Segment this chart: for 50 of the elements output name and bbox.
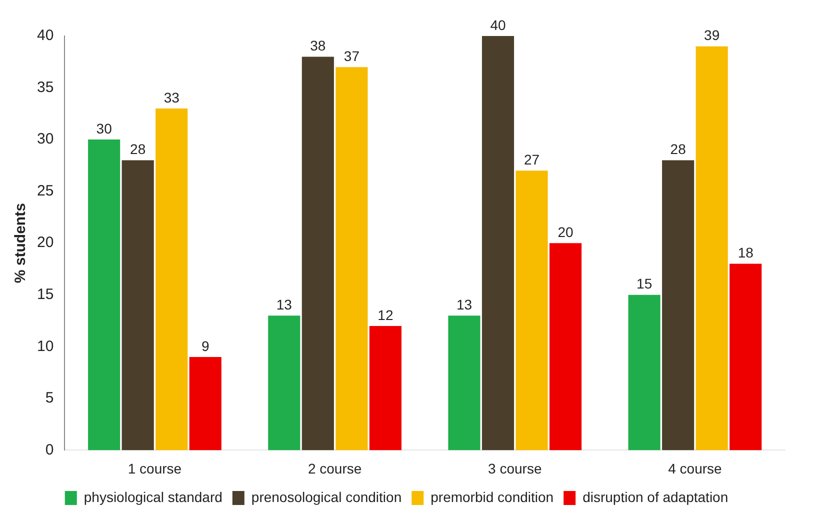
data-label: 13 (456, 296, 472, 312)
bar (302, 56, 334, 450)
y-tick-label: 10 (36, 338, 54, 355)
data-label: 27 (524, 151, 540, 168)
bar (448, 316, 480, 450)
legend-label: physiological standard (84, 488, 222, 505)
x-tick-label: 2 course (308, 460, 362, 476)
data-label: 30 (96, 120, 112, 136)
data-label: 13 (276, 296, 292, 312)
data-label: 20 (558, 224, 574, 240)
data-label: 9 (201, 338, 210, 354)
y-tick-label: 20 (36, 234, 54, 252)
y-tick-label: 0 (45, 441, 54, 458)
x-tick-label: 3 course (488, 460, 542, 476)
legend-label: prenosological condition (251, 488, 402, 505)
legend-label: premorbid condition (430, 488, 554, 505)
y-tick-label: 30 (36, 130, 54, 148)
y-tick-label: 5 (45, 390, 54, 407)
bar (482, 36, 514, 450)
x-tick-label: 4 course (668, 460, 722, 476)
bar (156, 108, 188, 450)
bar (336, 67, 368, 450)
bar (730, 264, 762, 450)
y-tick-label: 40 (36, 27, 54, 44)
legend-label: disruption of adaptation (582, 488, 728, 505)
y-tick-label: 25 (36, 182, 54, 200)
data-label: 28 (670, 141, 686, 158)
data-label: 15 (636, 276, 652, 292)
bar (122, 160, 154, 450)
bar (189, 357, 222, 450)
bar (628, 294, 660, 450)
data-label: 39 (704, 27, 720, 44)
y-tick-label: 15 (36, 286, 54, 304)
y-axis-title: % students (12, 203, 30, 284)
bar (549, 243, 582, 450)
data-label: 40 (490, 16, 506, 33)
data-label: 33 (164, 89, 180, 106)
bar (516, 170, 548, 450)
data-label: 18 (738, 244, 754, 261)
data-label: 28 (130, 141, 146, 158)
y-tick-label: 35 (36, 78, 54, 96)
x-tick-label: 1 course (128, 460, 182, 476)
bar (662, 160, 694, 450)
bar (88, 140, 120, 450)
bar (369, 326, 402, 450)
data-label: 12 (378, 306, 394, 323)
data-label: 38 (310, 38, 326, 54)
bar (268, 316, 300, 450)
data-label: 37 (344, 48, 360, 64)
bar (696, 46, 728, 450)
